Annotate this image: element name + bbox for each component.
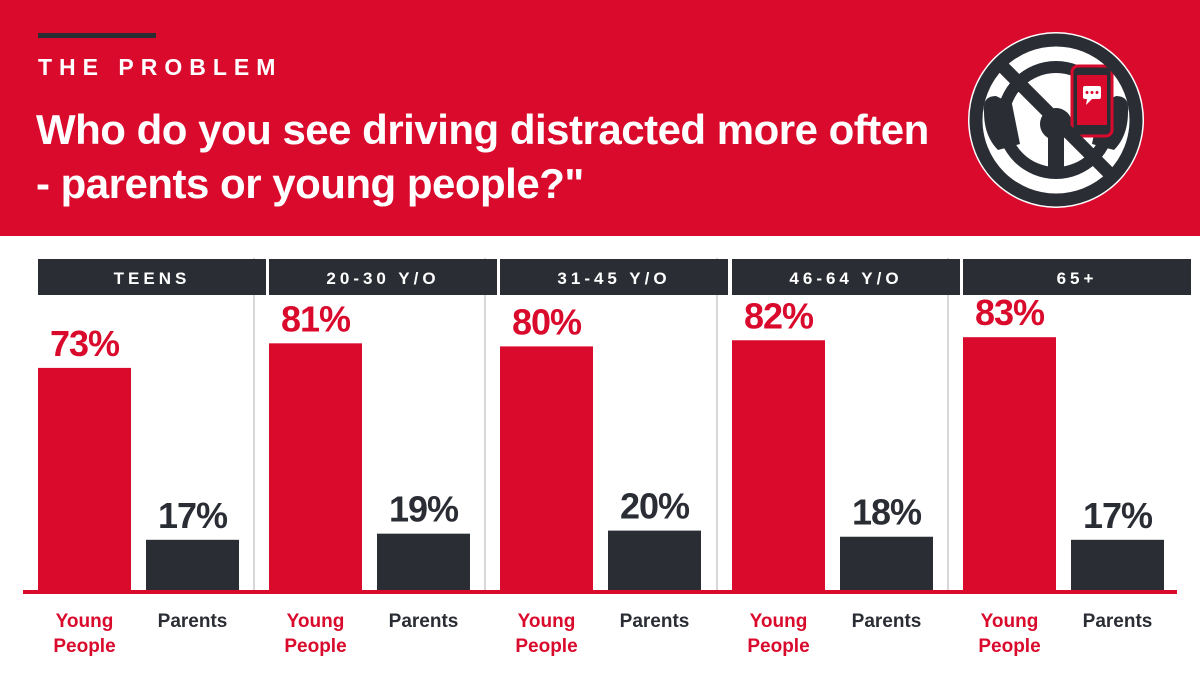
data-label: 18%	[852, 492, 922, 533]
bar	[38, 367, 131, 592]
category-label: Parents	[620, 611, 690, 632]
group-label: 31-45 Y/O	[557, 269, 670, 288]
grouped-bar-chart: TEENS 73% Young People 17% Parents 20-30 Y/O 81…	[23, 258, 1191, 657]
category-label: People	[747, 636, 809, 657]
group-label-box	[38, 259, 266, 295]
bar	[1071, 539, 1164, 592]
bar	[146, 539, 239, 592]
category-label: Parents	[852, 611, 922, 632]
category-label: Young	[981, 611, 1039, 632]
data-label: 73%	[50, 323, 120, 364]
data-label: 17%	[158, 495, 228, 536]
group-label-box	[732, 259, 960, 295]
section-kicker: THE PROBLEM	[38, 54, 283, 80]
data-label: 82%	[744, 295, 814, 336]
bar	[963, 337, 1056, 592]
header-rule	[38, 33, 156, 38]
bar	[840, 536, 933, 592]
category-label: People	[284, 636, 346, 657]
category-label: People	[978, 636, 1040, 657]
chart-area: TEENS 73% Young People 17% Parents 20-30 Y/O 81…	[0, 236, 1200, 675]
category-label: People	[53, 636, 115, 657]
data-label: 81%	[281, 298, 351, 339]
group-label: 46-64 Y/O	[789, 269, 902, 288]
group-label-box	[963, 259, 1191, 295]
bar	[269, 343, 362, 592]
group-label-box	[500, 259, 728, 295]
category-label: Young	[56, 611, 114, 632]
group-label-box	[269, 259, 497, 295]
category-label: Parents	[1083, 611, 1153, 632]
bar	[377, 533, 470, 592]
group-label: 65+	[1057, 269, 1098, 288]
data-label: 20%	[620, 486, 690, 527]
data-label: 80%	[512, 301, 582, 342]
category-label: People	[515, 636, 577, 657]
bar	[732, 340, 825, 592]
category-label: Parents	[158, 611, 228, 632]
category-label: Young	[750, 611, 808, 632]
bar	[608, 530, 701, 592]
category-label: Young	[518, 611, 576, 632]
no-phone-while-driving-icon	[968, 32, 1144, 208]
category-label: Parents	[389, 611, 459, 632]
data-label: 17%	[1083, 495, 1153, 536]
header-banner: THE PROBLEM Who do you see driving distr…	[0, 0, 1200, 236]
page-title: Who do you see driving distracted more o…	[36, 106, 929, 207]
group-label: 20-30 Y/O	[326, 269, 439, 288]
category-label: Young	[287, 611, 345, 632]
bar	[500, 346, 593, 592]
data-label: 83%	[975, 292, 1045, 333]
group-label: TEENS	[114, 269, 191, 288]
data-label: 19%	[389, 489, 459, 530]
